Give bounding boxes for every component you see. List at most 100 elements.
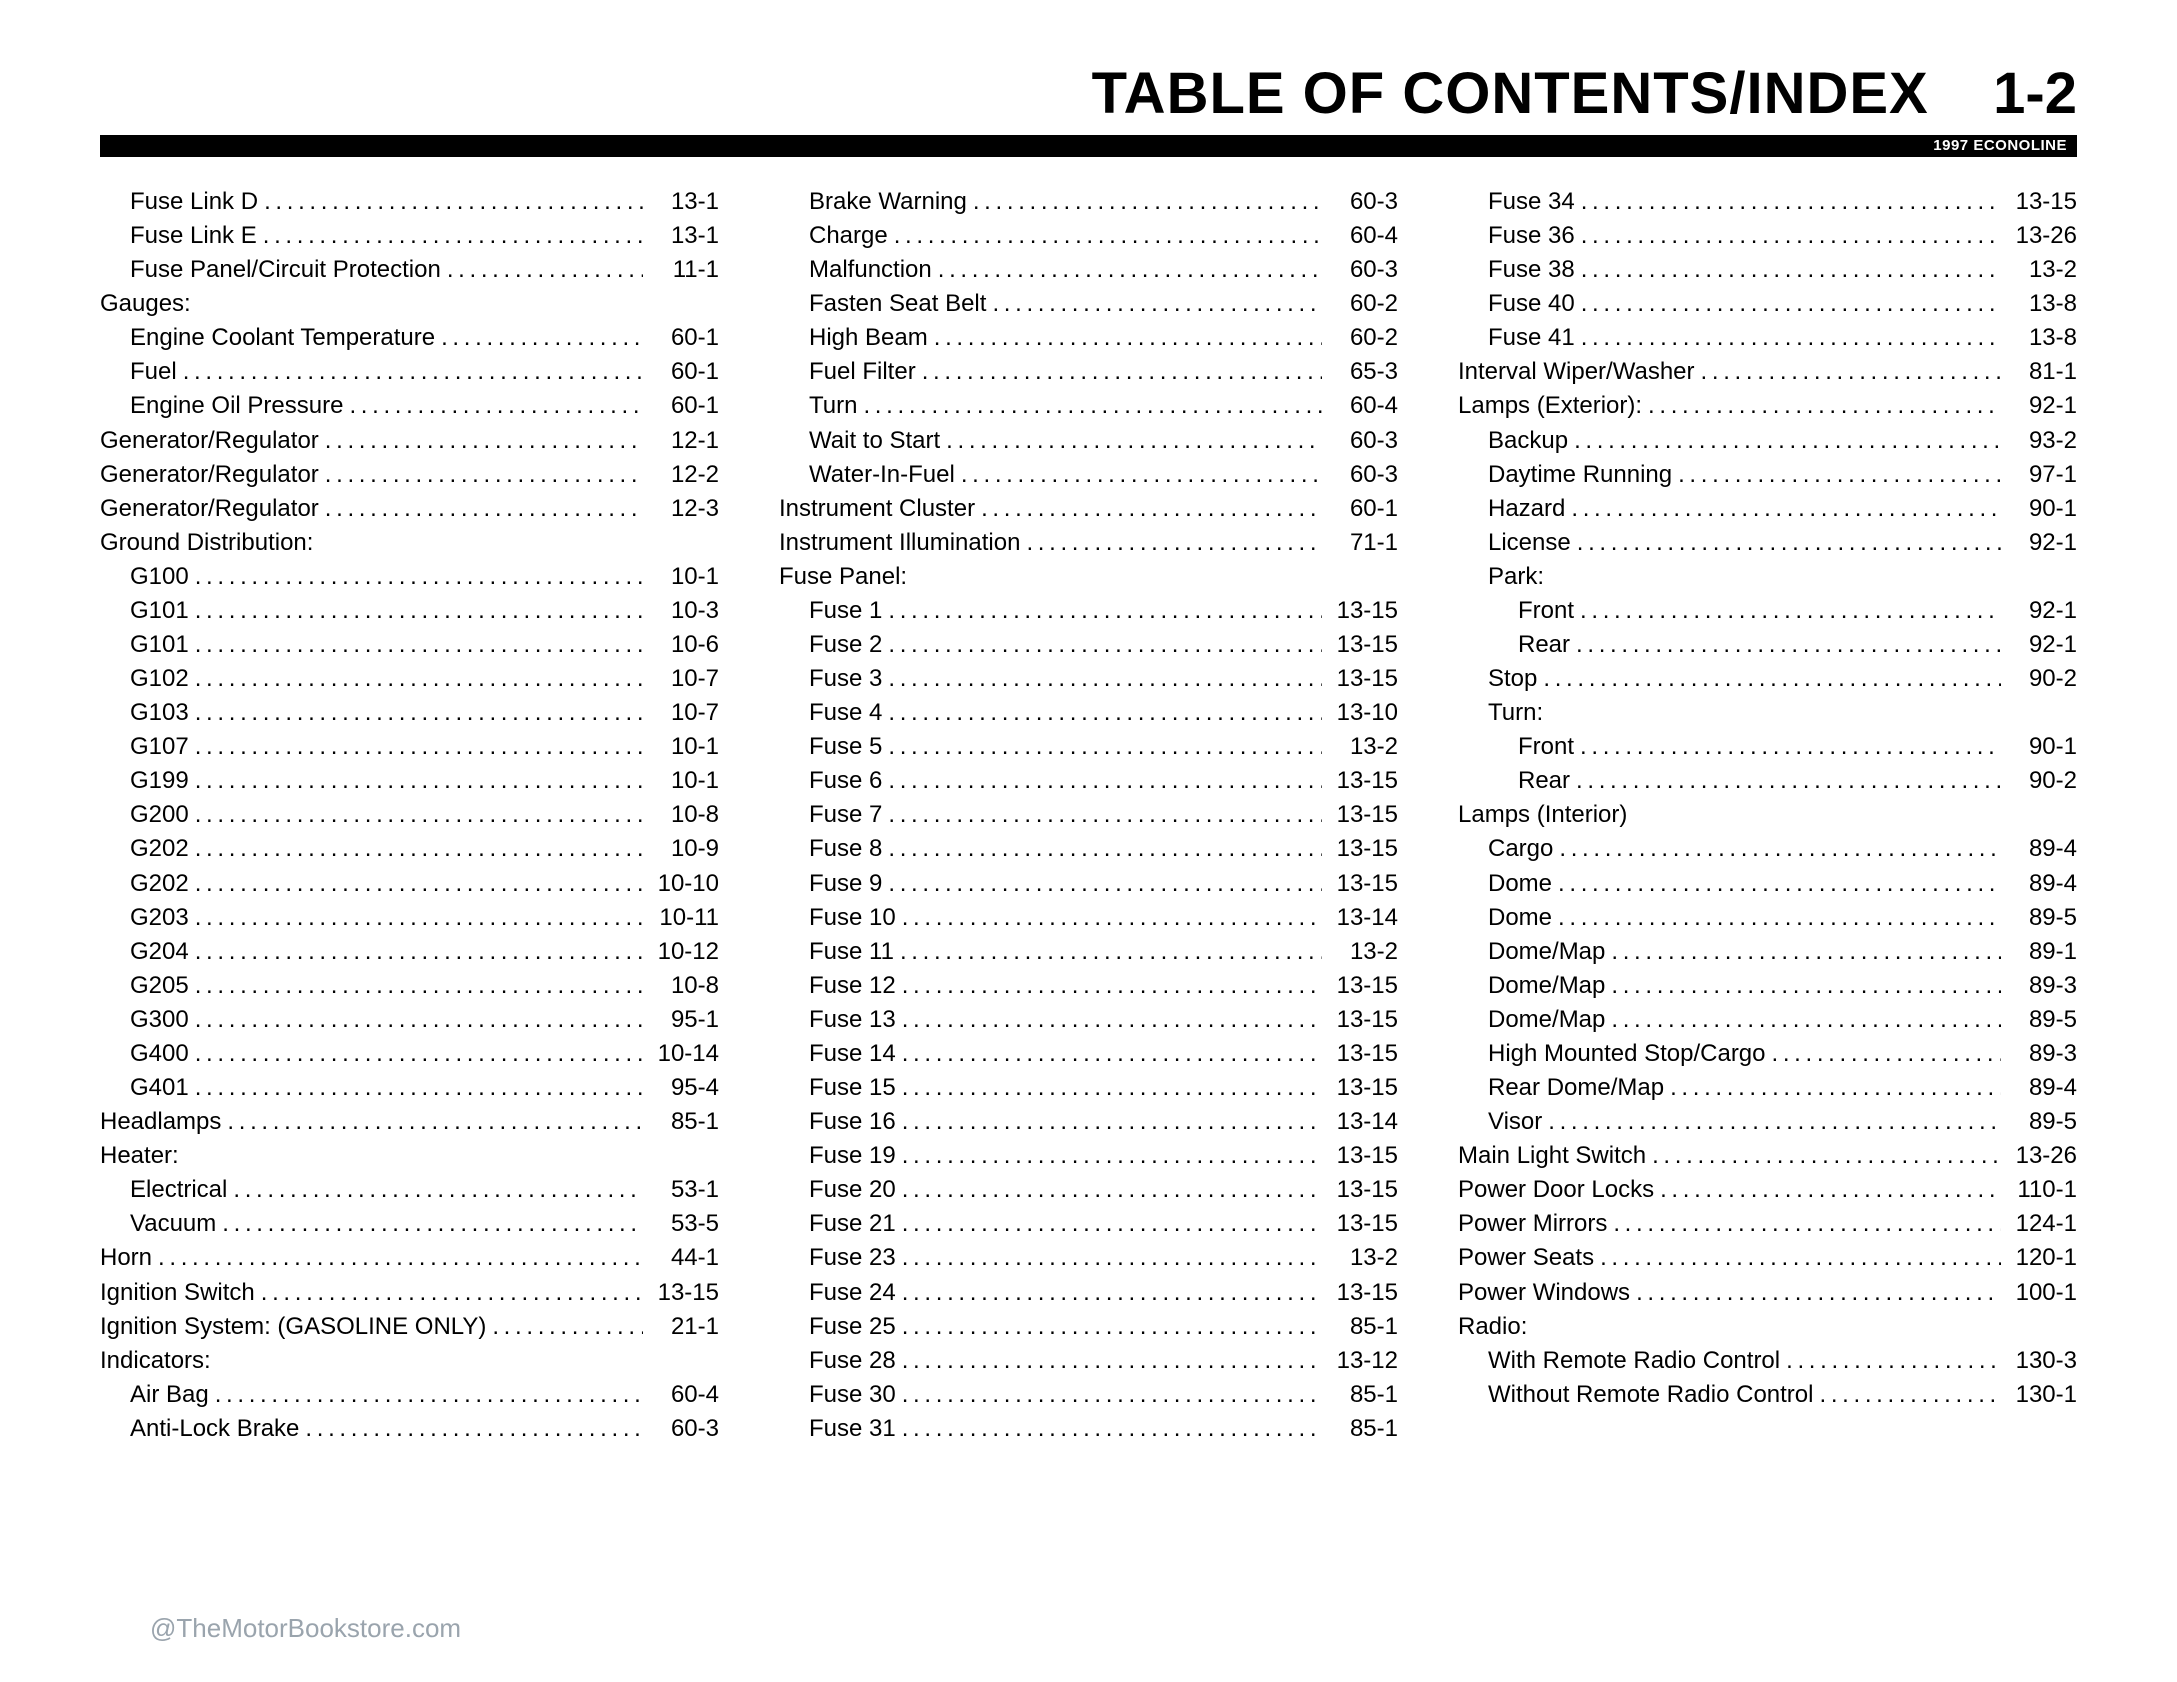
leader-dots — [195, 935, 643, 959]
toc-page: 13-2 — [1328, 1241, 1398, 1275]
leader-dots — [158, 1241, 643, 1265]
leader-dots — [1670, 1071, 2001, 1095]
toc-label: Fuse 31 — [809, 1412, 896, 1446]
page-header: TABLE OF CONTENTS/INDEX 1-2 — [100, 60, 2077, 127]
toc-entry: Fuse 213-15 — [779, 628, 1398, 662]
toc-entry: G10110-6 — [100, 628, 719, 662]
leader-dots — [441, 321, 643, 345]
toc-page: 13-15 — [1328, 867, 1398, 901]
toc-entry: Fuse 1213-15 — [779, 969, 1398, 1003]
toc-label: Daytime Running — [1488, 458, 1672, 492]
toc-entry: G20510-8 — [100, 969, 719, 1003]
leader-dots — [938, 253, 1322, 277]
toc-label: Dome/Map — [1488, 935, 1605, 969]
leader-dots — [902, 969, 1322, 993]
leader-dots — [934, 321, 1322, 345]
toc-page: 12-3 — [649, 492, 719, 526]
toc-page: 13-15 — [1328, 1071, 1398, 1105]
toc-entry: Fuse 1113-2 — [779, 935, 1398, 969]
toc-entry: Dome/Map 89-3 — [1458, 969, 2077, 1003]
toc-entry: Fuse 713-15 — [779, 798, 1398, 832]
leader-dots — [1772, 1037, 2002, 1061]
toc-page: 120-1 — [2007, 1241, 2077, 1275]
toc-label: Power Mirrors — [1458, 1207, 1607, 1241]
toc-page: 13-15 — [1328, 1173, 1398, 1207]
toc-entry: G20210-10 — [100, 867, 719, 901]
leader-dots — [902, 1276, 1322, 1300]
toc-label: Generator/Regulator — [100, 492, 319, 526]
toc-column-2: Brake Warning60-3Charge60-4Malfunction60… — [779, 185, 1398, 1446]
toc-entry: Fuse Link D13-1 — [100, 185, 719, 219]
toc-page: 89-3 — [2007, 969, 2077, 1003]
toc-entry: Fuse 4013-8 — [1458, 287, 2077, 321]
page-number: 1-2 — [1993, 60, 2077, 127]
toc-entry: Turn60-4 — [779, 389, 1398, 423]
toc-entry: G20210-9 — [100, 832, 719, 866]
toc-entry: Fuse 113-15 — [779, 594, 1398, 628]
leader-dots — [185, 1139, 713, 1163]
toc-entry: Fuse 313-15 — [779, 662, 1398, 696]
leader-dots — [217, 1344, 713, 1368]
toc-page: 13-15 — [1328, 1037, 1398, 1071]
toc-entry: G19910-1 — [100, 764, 719, 798]
leader-dots — [195, 764, 643, 788]
toc-page: 10-14 — [649, 1037, 719, 1071]
toc-entry: Ground Distribution: — [100, 526, 719, 560]
toc-label: Fuse 24 — [809, 1276, 896, 1310]
toc-entry: Generator/Regulator 12-3 — [100, 492, 719, 526]
leader-dots — [195, 1071, 643, 1095]
toc-entry: Hazard90-1 — [1458, 492, 2077, 526]
leader-dots — [863, 389, 1322, 413]
leader-dots — [1652, 1139, 2001, 1163]
leader-dots — [1613, 1207, 2001, 1231]
toc-entry: License92-1 — [1458, 526, 2077, 560]
toc-entry: Electrical53-1 — [100, 1173, 719, 1207]
toc-entry: Charge60-4 — [779, 219, 1398, 253]
toc-page: 10-8 — [649, 969, 719, 1003]
leader-dots — [1558, 901, 2001, 925]
toc-page: 13-15 — [1328, 798, 1398, 832]
toc-label: Backup — [1488, 424, 1568, 458]
toc-label: Brake Warning — [809, 185, 967, 219]
leader-dots — [195, 662, 643, 686]
leader-dots — [233, 1173, 643, 1197]
toc-entry: Fuse 3185-1 — [779, 1412, 1398, 1446]
toc-label: Fuse 8 — [809, 832, 882, 866]
leader-dots — [1558, 867, 2001, 891]
toc-page: 92-1 — [2007, 628, 2077, 662]
toc-page: 60-1 — [1328, 492, 1398, 526]
toc-column-3: Fuse 3413-15Fuse 3613-26Fuse 3813-2Fuse … — [1458, 185, 2077, 1446]
toc-page: 13-1 — [649, 219, 719, 253]
toc-label: Fuse 21 — [809, 1207, 896, 1241]
toc-page: 60-4 — [1328, 389, 1398, 423]
leader-dots — [227, 1105, 643, 1129]
toc-entry: G20310-11 — [100, 901, 719, 935]
leader-dots — [261, 1276, 643, 1300]
toc-entry: Interval Wiper/Washer81-1 — [1458, 355, 2077, 389]
leader-dots — [902, 1344, 1322, 1368]
toc-label: Fuel Filter — [809, 355, 916, 389]
toc-page: 13-15 — [1328, 1139, 1398, 1173]
toc-label: Turn: — [1488, 696, 1543, 730]
toc-entry: Park: — [1458, 560, 2077, 594]
toc-entry: Dome89-4 — [1458, 867, 2077, 901]
leader-dots — [1571, 492, 2001, 516]
toc-label: G401 — [130, 1071, 189, 1105]
leader-dots — [197, 287, 713, 311]
leader-dots — [325, 458, 643, 482]
toc-page: 92-1 — [2007, 526, 2077, 560]
toc-label: Power Windows — [1458, 1276, 1630, 1310]
leader-dots — [1576, 628, 2001, 652]
leader-dots — [902, 1139, 1322, 1163]
toc-entry: Fuse 3413-15 — [1458, 185, 2077, 219]
toc-label: Fuse 23 — [809, 1241, 896, 1275]
toc-label: Main Light Switch — [1458, 1139, 1646, 1173]
leader-dots — [215, 1378, 643, 1402]
toc-label: Dome/Map — [1488, 969, 1605, 1003]
leader-dots — [1600, 1241, 2001, 1265]
leader-dots — [888, 696, 1322, 720]
toc-page: 92-1 — [2007, 594, 2077, 628]
toc-page: 13-14 — [1328, 901, 1398, 935]
toc-entry: Lamps (Exterior):92-1 — [1458, 389, 2077, 423]
toc-label: Air Bag — [130, 1378, 209, 1412]
